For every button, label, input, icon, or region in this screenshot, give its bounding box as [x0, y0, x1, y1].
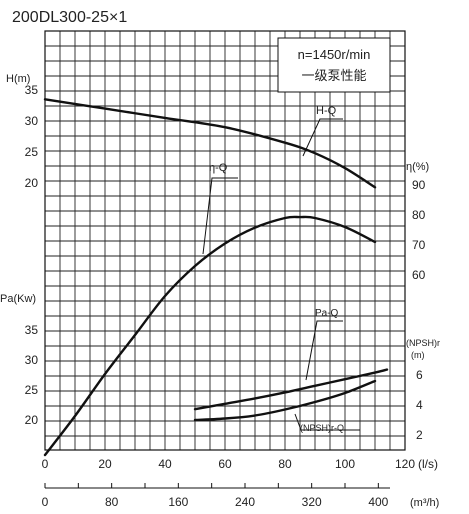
- x-axis-label-m3h: (m³/h): [410, 497, 439, 509]
- x-tick-ls: 80: [278, 457, 292, 471]
- npsh-tick: 4: [416, 398, 423, 412]
- npsh-axis-label-1: (NPSH)r: [406, 338, 440, 348]
- eff-axis-label: η(%): [406, 161, 429, 173]
- power-tick: 30: [25, 353, 39, 367]
- annotation-speed: n=1450r/min: [298, 47, 371, 62]
- eta-q-label-leader: [202, 177, 238, 255]
- npsh-tick: 6: [416, 368, 423, 382]
- x-tick-m3h: 400: [368, 495, 388, 509]
- curve-labels: H-Q η-Q Pa-Q (NPSH)r-Q: [202, 105, 360, 433]
- eff-tick: 70: [412, 238, 426, 252]
- power-tick: 20: [25, 413, 39, 427]
- eff-tick: 80: [412, 208, 426, 222]
- x-tick-m3h: 320: [302, 495, 322, 509]
- x-tick-m3h: 80: [105, 495, 119, 509]
- x-tick-ls: 20: [98, 457, 112, 471]
- x-tick-ls: 120: [395, 457, 415, 471]
- x-tick-m3h: 160: [168, 495, 188, 509]
- pa-q-label: Pa-Q: [315, 308, 339, 319]
- curve-pa-q: [193, 368, 389, 411]
- npsh-q-label: (NPSH)r-Q: [300, 423, 344, 433]
- curve-h-q: [43, 98, 377, 189]
- npsh-q-label-leader: [294, 413, 360, 431]
- tick-labels: 0 20 40 60 80 100 120 0 80 160 240 320 400 20 25 30 35 20…: [25, 83, 426, 509]
- x-tick-m3h: 0: [42, 495, 49, 509]
- x-tick-ls: 60: [218, 457, 232, 471]
- plot-frame: [44, 30, 406, 451]
- chart-title: 200DL300-25×1: [12, 9, 127, 26]
- h-q-label-leader: [302, 118, 343, 157]
- curve-eta-q: [43, 215, 377, 457]
- annotation-stage: 一级泵性能: [301, 68, 366, 83]
- eff-tick: 60: [412, 268, 426, 282]
- x-tick-ls: 40: [158, 457, 172, 471]
- head-tick: 20: [25, 176, 39, 190]
- head-axis-label: H(m): [6, 73, 30, 85]
- annotation-box: [277, 37, 391, 93]
- eta-q-label: η-Q: [209, 162, 228, 174]
- head-tick: 35: [25, 83, 39, 97]
- curves: [43, 98, 389, 457]
- curve-npsh-q: [193, 379, 377, 422]
- x-tick-ls: 0: [42, 457, 49, 471]
- pa-q-label-leader: [305, 320, 343, 381]
- power-tick: 35: [25, 323, 39, 337]
- eff-tick: 90: [412, 178, 426, 192]
- x-tick-ls: 100: [335, 457, 355, 471]
- power-axis-label: Pa(Kw): [0, 293, 36, 305]
- power-tick: 25: [25, 383, 39, 397]
- x-axis-label-ls: (l/s): [418, 457, 438, 471]
- h-q-label: H-Q: [316, 105, 337, 117]
- npsh-tick: 2: [416, 428, 423, 442]
- x-tick-m3h: 240: [235, 495, 255, 509]
- head-tick: 30: [25, 114, 39, 128]
- plot-grid: [45, 31, 405, 450]
- head-tick: 25: [25, 145, 39, 159]
- npsh-axis-label-2: (m): [411, 350, 425, 360]
